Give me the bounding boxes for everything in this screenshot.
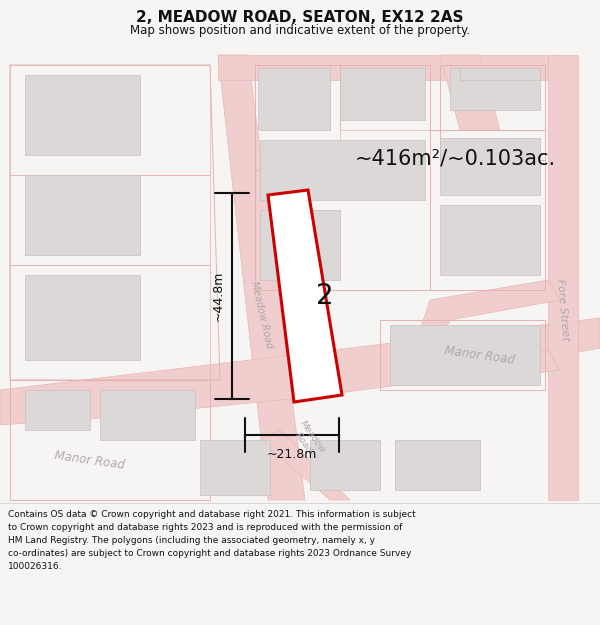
Polygon shape bbox=[420, 280, 560, 385]
Text: Contains OS data © Crown copyright and database right 2021. This information is : Contains OS data © Crown copyright and d… bbox=[8, 510, 416, 519]
Polygon shape bbox=[395, 440, 480, 490]
Polygon shape bbox=[450, 68, 540, 110]
Text: ~44.8m: ~44.8m bbox=[212, 271, 224, 321]
Polygon shape bbox=[218, 55, 305, 500]
Text: Fore Street: Fore Street bbox=[556, 279, 571, 341]
Polygon shape bbox=[0, 318, 600, 425]
Polygon shape bbox=[100, 390, 195, 440]
Polygon shape bbox=[218, 55, 560, 80]
Text: Meadow Road: Meadow Road bbox=[250, 281, 275, 349]
Polygon shape bbox=[310, 440, 380, 490]
Polygon shape bbox=[258, 68, 330, 130]
Polygon shape bbox=[548, 55, 578, 500]
Text: co-ordinates) are subject to Crown copyright and database rights 2023 Ordnance S: co-ordinates) are subject to Crown copyr… bbox=[8, 549, 412, 558]
Polygon shape bbox=[25, 175, 140, 255]
Text: to Crown copyright and database rights 2023 and is reproduced with the permissio: to Crown copyright and database rights 2… bbox=[8, 523, 403, 532]
Text: Map shows position and indicative extent of the property.: Map shows position and indicative extent… bbox=[130, 24, 470, 37]
Polygon shape bbox=[390, 325, 540, 385]
Polygon shape bbox=[340, 68, 425, 120]
Polygon shape bbox=[25, 390, 90, 430]
Polygon shape bbox=[440, 138, 540, 195]
Polygon shape bbox=[260, 210, 340, 280]
Text: ~416m²/~0.103ac.: ~416m²/~0.103ac. bbox=[355, 148, 556, 168]
Polygon shape bbox=[25, 275, 140, 360]
Text: Manor Road: Manor Road bbox=[54, 449, 126, 471]
Text: Meadow
Road: Meadow Road bbox=[289, 419, 326, 461]
Polygon shape bbox=[260, 140, 425, 200]
Polygon shape bbox=[260, 430, 350, 500]
Polygon shape bbox=[200, 440, 270, 495]
Polygon shape bbox=[440, 205, 540, 275]
Polygon shape bbox=[460, 68, 540, 80]
Text: 100026316.: 100026316. bbox=[8, 562, 62, 571]
Polygon shape bbox=[25, 75, 140, 155]
Polygon shape bbox=[440, 55, 500, 130]
Text: 2, MEADOW ROAD, SEATON, EX12 2AS: 2, MEADOW ROAD, SEATON, EX12 2AS bbox=[136, 10, 464, 25]
Text: ~21.8m: ~21.8m bbox=[267, 448, 317, 461]
Polygon shape bbox=[268, 190, 342, 402]
Text: Manor Road: Manor Road bbox=[444, 344, 516, 366]
Text: HM Land Registry. The polygons (including the associated geometry, namely x, y: HM Land Registry. The polygons (includin… bbox=[8, 536, 375, 545]
Text: 2: 2 bbox=[316, 281, 334, 309]
